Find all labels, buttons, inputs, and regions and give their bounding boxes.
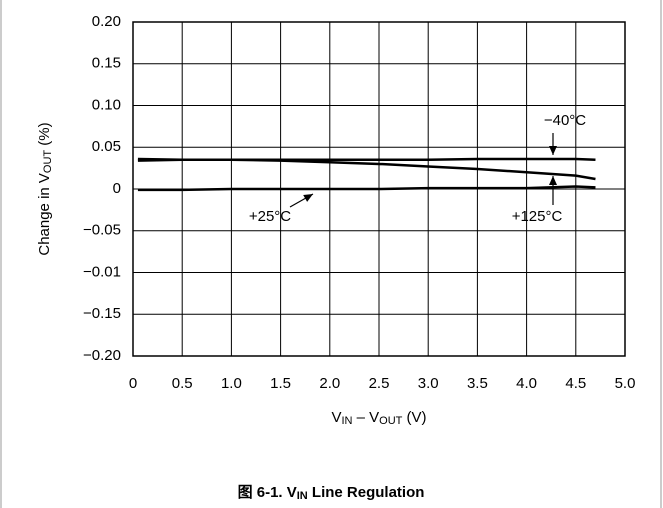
y-tick-label: 0 [113, 180, 121, 197]
y-tick-label: 0.10 [92, 96, 121, 113]
x-tick-label: 0.5 [172, 375, 193, 392]
x-axis-label-part: OUT [379, 415, 403, 427]
arrow-head [303, 194, 313, 202]
caption-part: IN [297, 490, 308, 502]
x-tick-label: 3.0 [418, 375, 439, 392]
caption: 图 6-1. VIN Line Regulation [238, 484, 425, 502]
x-tick-label: 1.5 [270, 375, 291, 392]
x-tick-label: 0 [129, 375, 137, 392]
x-axis-label-part: IN [341, 415, 352, 427]
y-tick-label: −0.15 [83, 305, 121, 322]
y-axis-label: Change in VOUT (%) [36, 122, 54, 255]
caption-part: Line Regulation [308, 484, 425, 501]
series-line [137, 157, 596, 181]
y-tick-label: 0.20 [92, 13, 121, 30]
y-tick-label: 0.05 [92, 138, 121, 155]
series-label: +25°C [249, 208, 291, 225]
y-tick-label: −0.20 [83, 347, 121, 364]
series-line [137, 185, 596, 192]
arrow-head [549, 146, 557, 155]
y-axis-label-part: (%) [36, 122, 53, 150]
x-tick-label: 4.5 [565, 375, 586, 392]
y-axis-label-part: OUT [42, 150, 54, 174]
x-tick-label: 3.5 [467, 375, 488, 392]
y-axis-label-part: Change in V [36, 173, 53, 256]
y-tick-label: −0.01 [83, 263, 121, 280]
caption-part: 图 6-1. V [238, 484, 297, 501]
x-axis-label: VIN – VOUT (V) [331, 409, 426, 427]
x-tick-label: 2.0 [319, 375, 340, 392]
x-tick-label: 2.5 [369, 375, 390, 392]
plot-frame [132, 21, 626, 357]
x-tick-label: 1.0 [221, 375, 242, 392]
series-label: +125°C [512, 208, 563, 225]
x-tick-label: 5.0 [615, 375, 636, 392]
x-tick-label: 4.0 [516, 375, 537, 392]
arrow-head [549, 176, 557, 185]
y-tick-label: −0.05 [83, 222, 121, 239]
y-tick-label: 0.15 [92, 55, 121, 72]
x-axis-label-part: (V) [402, 409, 426, 426]
x-axis-label-part: – V [352, 409, 379, 426]
series-label: −40°C [544, 112, 586, 129]
x-axis-label-part: V [331, 409, 341, 426]
